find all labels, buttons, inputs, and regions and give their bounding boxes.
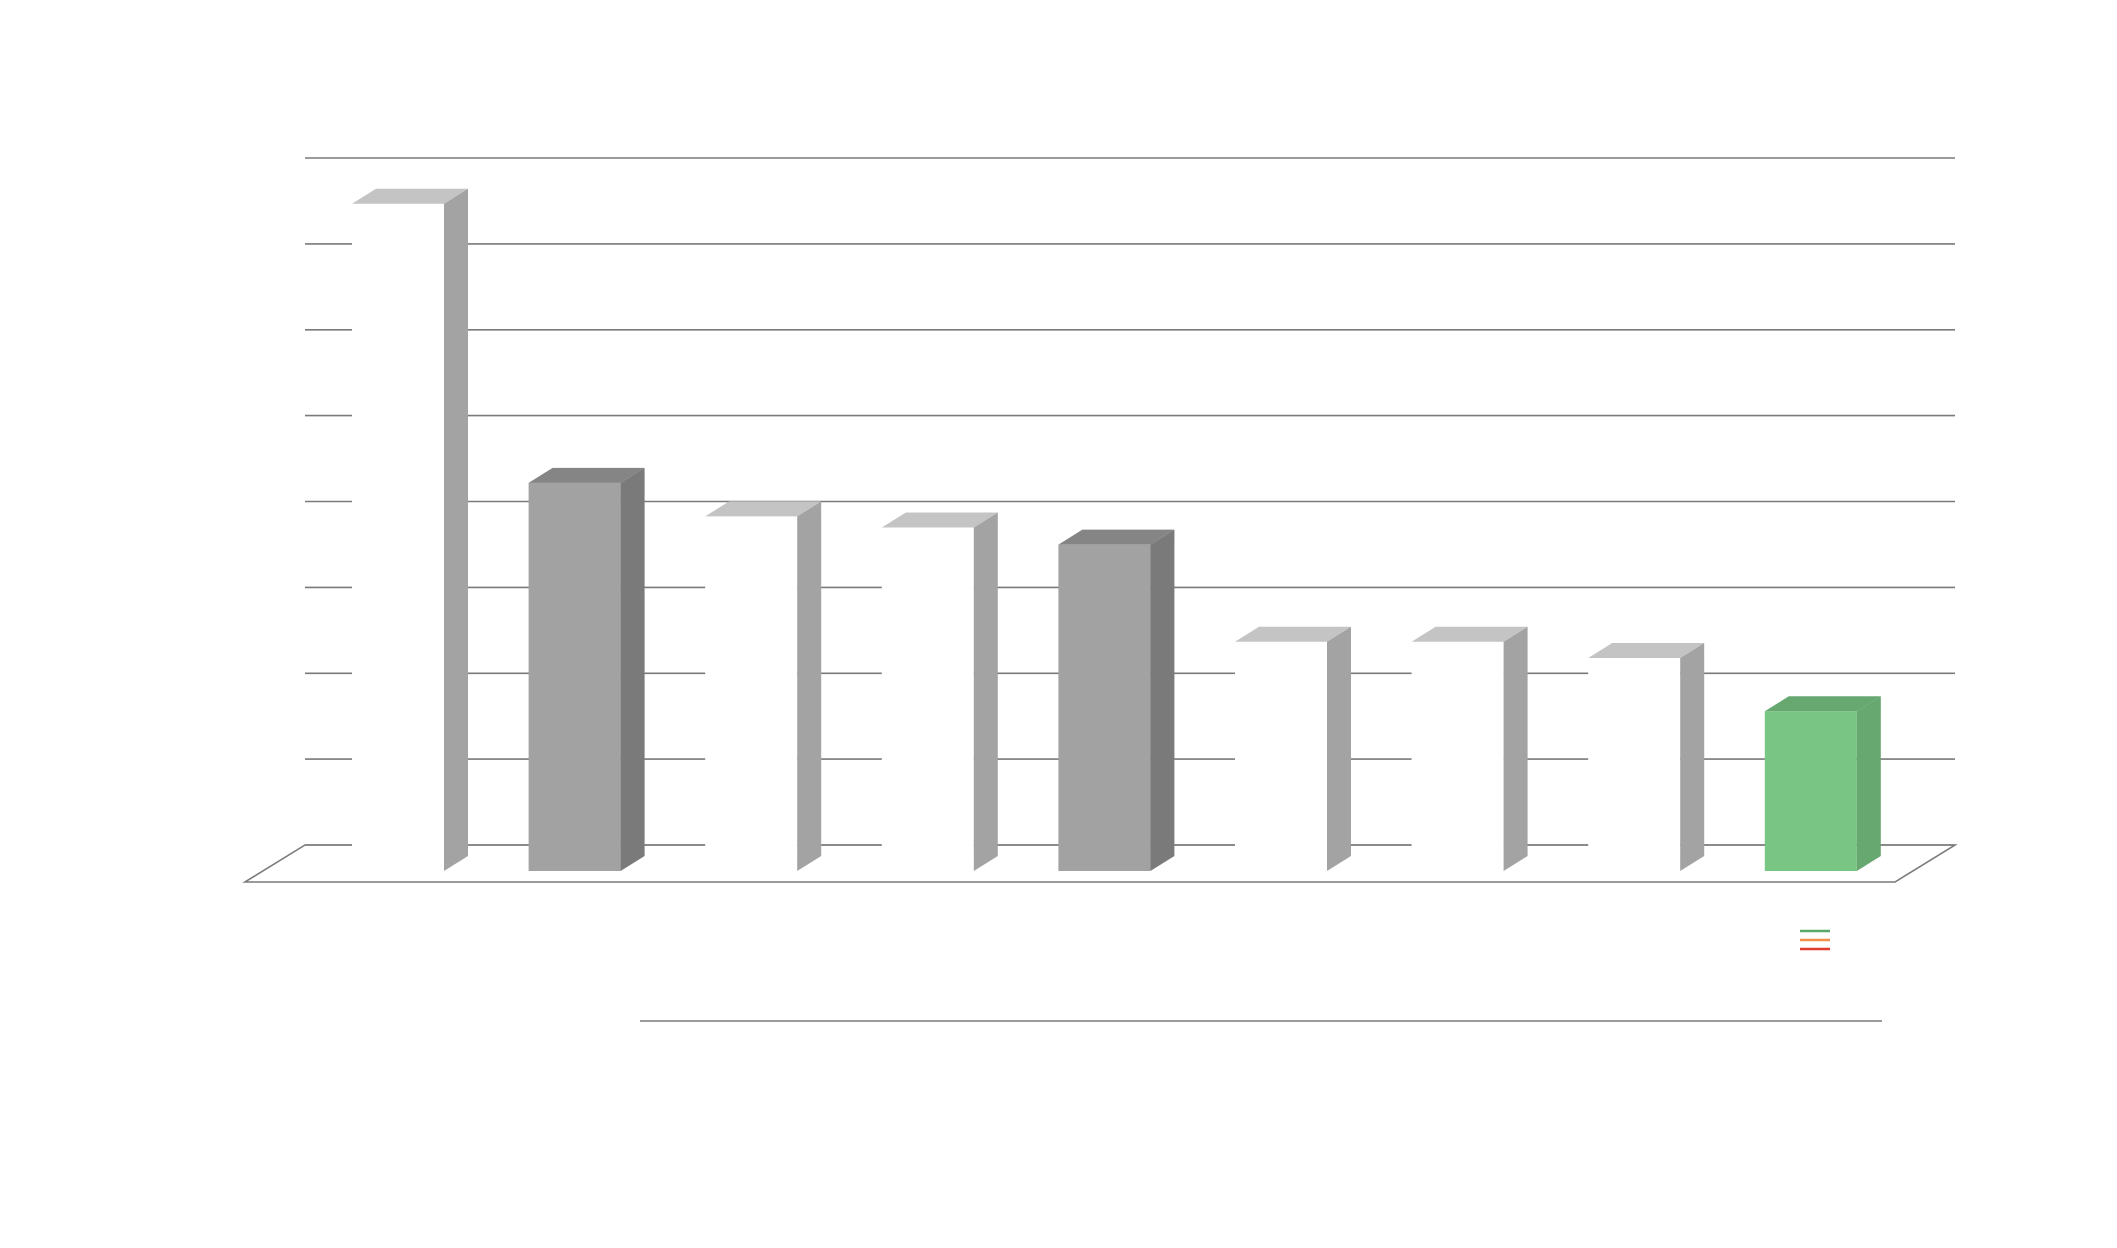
bar-top (528, 467, 645, 483)
bar-3 (705, 501, 822, 871)
bar-side (797, 501, 822, 871)
legend (640, 929, 1882, 1022)
bar-top (1764, 696, 1881, 712)
floor-outline (242, 844, 1958, 883)
bar-9 (1764, 696, 1881, 871)
bar-front (1058, 544, 1151, 871)
bar-side (973, 512, 998, 871)
bar-top (1058, 529, 1175, 545)
bar-top (705, 501, 822, 517)
bars (352, 188, 1881, 872)
bar-front (352, 203, 444, 872)
bar-top (1235, 626, 1351, 642)
bar-front (528, 482, 621, 871)
bar-4 (881, 512, 998, 871)
bar-8 (1588, 643, 1705, 871)
bar-side (1680, 643, 1705, 871)
bar-side (1327, 626, 1351, 871)
bar-7 (1411, 626, 1528, 871)
bar-top (881, 512, 998, 528)
chart-floor (242, 844, 1958, 883)
bar-front (1588, 658, 1681, 871)
bar-top (1411, 626, 1528, 642)
bar-front (1764, 711, 1857, 871)
bar-1 (352, 188, 468, 872)
bar-2 (528, 467, 645, 871)
bar-top (352, 188, 468, 204)
bar-5 (1058, 529, 1175, 871)
bar-front (705, 516, 798, 871)
bar-front (1411, 641, 1504, 871)
bar-top (1588, 643, 1705, 659)
bar-side (444, 188, 468, 872)
bar-side (1150, 529, 1175, 871)
bar-side (1856, 696, 1881, 871)
bar-side (1503, 626, 1528, 871)
bar-side (620, 467, 645, 871)
bar-front (1235, 641, 1327, 871)
bar-front (881, 527, 974, 871)
bar-6 (1235, 626, 1351, 871)
